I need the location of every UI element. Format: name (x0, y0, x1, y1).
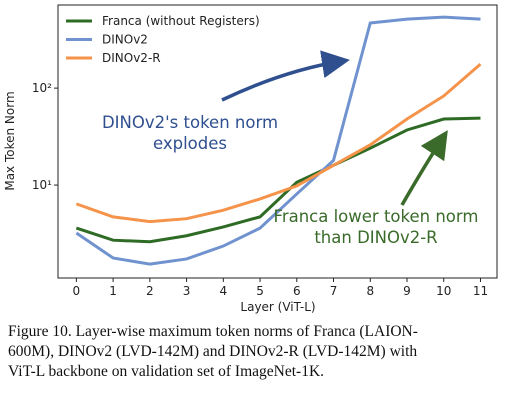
caption: Figure 10. Layer-wise maximum token norm… (8, 322, 508, 382)
x-tick-label: 5 (256, 284, 264, 298)
chart: Max Token Norm Layer (ViT-L) 0 1 2 3 4 5 6 7 8 9 1… (3, 4, 498, 314)
y-axis-label: Max Token Norm (3, 91, 17, 190)
x-tick-label: 4 (219, 284, 227, 298)
y-tick-label: 10¹ (32, 178, 52, 192)
x-tick-label: 2 (146, 284, 154, 298)
x-tick-label: 7 (330, 284, 338, 298)
annotation: explodes (153, 134, 227, 153)
y-tick-label: 10² (32, 81, 52, 95)
x-tick-label: 10 (436, 284, 451, 298)
annotation: DINOv2's token norm (102, 113, 278, 132)
annotation-arrow (221, 50, 350, 102)
legend-label: DINOv2-R (102, 51, 161, 65)
annotation: Franca lower token norm (274, 207, 479, 226)
legend-label: Franca (without Registers) (102, 14, 260, 28)
series-line (75, 116, 481, 244)
x-tick-label: 6 (293, 284, 301, 298)
x-axis-label: Layer (ViT-L) (240, 300, 315, 314)
x-tick-label: 8 (366, 284, 374, 298)
caption-line: Figure 10. Layer-wise maximum token norm… (8, 323, 418, 340)
x-tick-label: 3 (183, 284, 191, 298)
series-line (75, 15, 481, 266)
series-line (75, 62, 482, 224)
plot-frame (57, 4, 498, 279)
annotation: than DINOv2-R (314, 228, 437, 247)
legend-label: DINOv2 (102, 33, 148, 47)
x-tick-label: 1 (109, 284, 117, 298)
x-tick-label: 0 (73, 284, 81, 298)
caption-line: 600M), DINOv2 (LVD-142M) and DINOv2-R (L… (8, 343, 418, 360)
x-tick-label: 11 (473, 284, 488, 298)
x-tick-label: 9 (403, 284, 411, 298)
caption-line: ViT-L backbone on validation set of Imag… (8, 363, 325, 380)
annotation-arrow (400, 130, 448, 206)
